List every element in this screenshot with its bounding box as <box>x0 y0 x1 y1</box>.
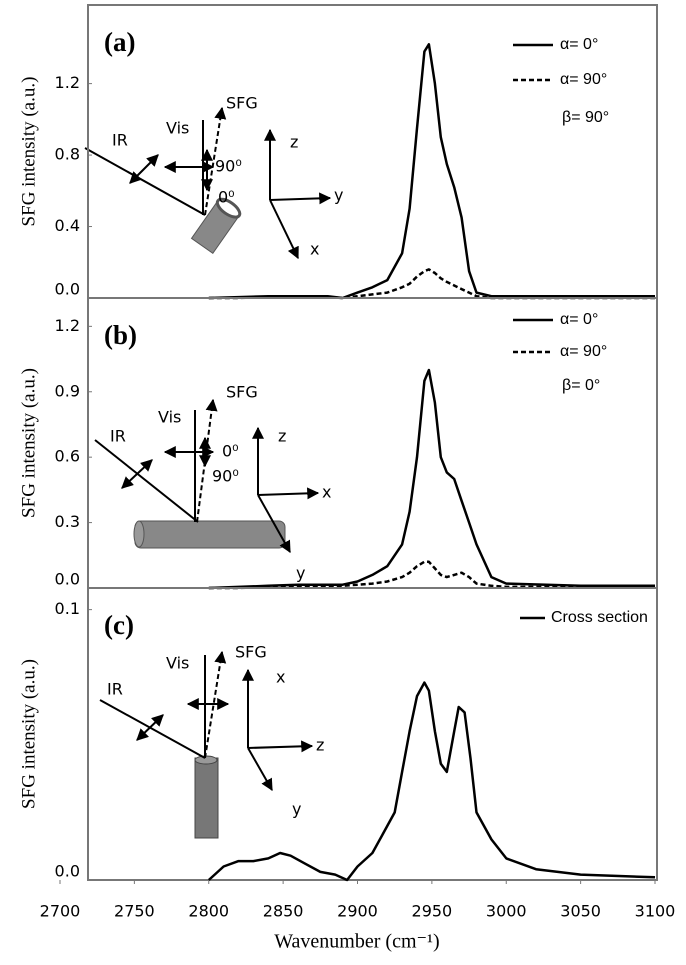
inset-label: y <box>292 800 301 819</box>
y-tick-label: 0.1 <box>55 599 80 618</box>
y-axis-title: SFG intensity (a.u.) <box>18 77 39 227</box>
inset-label: x <box>276 668 285 687</box>
inset-label: IR <box>107 680 123 699</box>
inset-label: z <box>278 427 286 446</box>
annotation: β= 0° <box>562 377 600 394</box>
polarization-arrow <box>129 154 159 184</box>
inset-diagram: IR Vis SFG 0⁰ 90⁰ z x y <box>94 383 331 583</box>
y-tick-label: 0.0 <box>55 280 80 299</box>
data-line <box>207 681 656 882</box>
axis-arrow <box>247 740 314 753</box>
plot-frame <box>87 587 658 881</box>
y-axis-title: SFG intensity (a.u.) <box>18 659 39 809</box>
legend-label: α= 90° <box>560 343 607 360</box>
x-tick-label: 2950 <box>412 902 453 921</box>
inset-label: y <box>334 186 343 205</box>
data-line <box>208 560 655 590</box>
axis-arrow <box>257 487 320 500</box>
inset-label: Vis <box>166 654 189 673</box>
ir-beam <box>99 699 206 759</box>
sfg-beam <box>196 398 218 523</box>
y-axis-title: SFG intensity (a.u.) <box>18 368 39 518</box>
inset-label: 90⁰ <box>212 467 239 486</box>
legend-label: α= 0° <box>560 36 598 53</box>
y-tick-label: 1.2 <box>55 73 80 92</box>
inset-label: IR <box>112 131 128 150</box>
inset-label: x <box>322 483 331 502</box>
sfg-beam <box>204 106 227 216</box>
cylinder-end <box>215 197 242 219</box>
x-tick-label: 2700 <box>40 902 81 921</box>
inset-label: SFG <box>235 643 267 662</box>
axis-arrow <box>247 747 273 792</box>
axis-arrow <box>257 494 291 554</box>
polarization-arrow <box>136 714 164 741</box>
x-tick-label: 2800 <box>188 902 229 921</box>
axis-arrow <box>269 192 332 205</box>
data-line <box>208 368 655 590</box>
inset-label: 0⁰ <box>218 188 235 207</box>
ir-beam <box>84 147 206 216</box>
x-tick-label: 3100 <box>635 902 676 921</box>
inset-diagram: IR Vis SFG x z y <box>99 643 324 839</box>
y-tick-label: 0.6 <box>55 447 80 466</box>
panel-label: (c) <box>104 610 134 640</box>
cylinder <box>134 520 286 549</box>
inset-label: Vis <box>166 119 189 138</box>
inset-label: Vis <box>158 408 181 427</box>
inset-label: z <box>290 133 298 152</box>
inset-label: SFG <box>226 94 258 113</box>
inset-label: x <box>310 240 319 259</box>
inset-label: 0⁰ <box>222 442 239 461</box>
data-line <box>208 268 655 300</box>
cylinder-end <box>133 520 145 548</box>
y-tick-label: 0.0 <box>55 570 80 589</box>
x-tick-label: 3000 <box>486 902 527 921</box>
inset-diagram: IR Vis SFG 90⁰ 0⁰ z y x <box>84 94 343 260</box>
annotation: β= 90° <box>562 109 609 126</box>
inset-label: IR <box>110 427 126 446</box>
y-tick-label: 0.3 <box>55 512 80 531</box>
y-tick-label: 0.8 <box>55 145 80 164</box>
inset-label: SFG <box>226 383 258 402</box>
x-tick-label: 2750 <box>114 902 155 921</box>
x-tick-label: 3050 <box>560 902 601 921</box>
legend-label: Cross section <box>551 609 648 626</box>
polarization-arrow <box>121 459 153 489</box>
inset-label: y <box>296 564 305 583</box>
cylinder <box>194 757 219 839</box>
data-line <box>208 43 655 300</box>
y-tick-label: 0.9 <box>55 381 80 400</box>
y-tick-label: 0.0 <box>55 862 80 881</box>
panel-label: (b) <box>104 320 137 350</box>
sfg-beam <box>204 650 227 759</box>
x-tick-label: 2850 <box>263 902 304 921</box>
y-tick-label: 0.4 <box>55 216 80 235</box>
legend-label: α= 90° <box>560 71 607 88</box>
panel-label: (a) <box>104 27 135 57</box>
x-axis-title: Wavenumber (cm⁻¹) <box>274 931 439 953</box>
inset-label: z <box>316 736 324 755</box>
inset-label: 90⁰ <box>215 157 242 176</box>
legend-label: α= 0° <box>560 311 598 328</box>
y-tick-label: 1.2 <box>55 316 80 335</box>
x-tick-label: 2900 <box>337 902 378 921</box>
axis-arrow <box>269 199 299 260</box>
